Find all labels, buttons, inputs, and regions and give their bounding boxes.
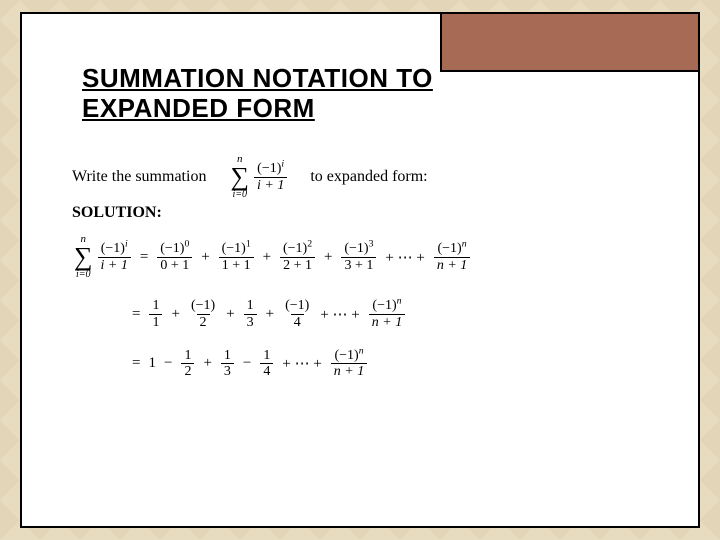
slide-title: SUMMATION NOTATION TO EXPANDED FORM — [82, 64, 433, 124]
term: 1 3 — [244, 298, 257, 330]
term: (−1)3 3 + 1 — [341, 241, 376, 273]
lhs-fraction: (−1)i i + 1 — [98, 241, 131, 273]
term: (−1)1 1 + 1 — [219, 241, 254, 273]
term: (−1)2 2 + 1 — [280, 241, 315, 273]
term: (−1) 2 — [189, 298, 217, 330]
frac-den: i + 1 — [254, 177, 287, 193]
dots: + ⋯ + — [316, 305, 363, 324]
dots: + ⋯ + — [381, 248, 428, 267]
summand-fraction: (−1)i i + 1 — [254, 161, 287, 193]
term-last: (−1)n n + 1 — [331, 348, 367, 380]
slide-content: Write the summation n ∑ i=0 (−1)i i + 1 … — [72, 154, 658, 398]
equation-line-3: = 1 − 1 2 + 1 3 − 1 4 + ⋯ + (−1)n n + 1 — [72, 348, 658, 380]
term: 1 1 — [149, 298, 162, 330]
prompt-before: Write the summation — [72, 168, 206, 186]
corner-accent-box — [440, 12, 700, 72]
slide-panel: SUMMATION NOTATION TO EXPANDED FORM Writ… — [20, 12, 700, 528]
equation-line-1: n ∑ i=0 (−1)i i + 1 = (−1)0 0 + 1 + (−1)… — [72, 234, 658, 280]
sigma-symbol: n ∑ i=0 — [74, 234, 93, 280]
sigma-lower: i=0 — [232, 190, 247, 200]
sigma-glyph: ∑ — [230, 166, 249, 188]
prompt-row: Write the summation n ∑ i=0 (−1)i i + 1 … — [72, 154, 658, 200]
title-line-2: EXPANDED FORM — [82, 93, 315, 123]
term: (−1) 4 — [283, 298, 311, 330]
dots: + ⋯ + — [278, 354, 325, 373]
equation-line-2: = 1 1 + (−1) 2 + 1 3 + (−1) 4 + ⋯ + (−1)… — [72, 298, 658, 330]
leading-one: 1 — [148, 355, 156, 372]
term-last: (−1)n n + 1 — [369, 298, 405, 330]
frac-num: (−1)i — [255, 161, 286, 176]
lhs-summation: n ∑ i=0 (−1)i i + 1 — [72, 234, 132, 280]
solution-label: SOLUTION: — [72, 204, 658, 222]
term-last: (−1)n n + 1 — [434, 241, 470, 273]
equals-sign: = — [136, 249, 152, 266]
summation-expression: n ∑ i=0 (−1)i i + 1 — [228, 154, 288, 200]
equals-sign: = — [128, 306, 144, 323]
title-line-1: SUMMATION NOTATION TO — [82, 63, 433, 93]
prompt-after: to expanded form: — [310, 168, 427, 186]
equals-sign: = — [128, 355, 144, 372]
term: (−1)0 0 + 1 — [157, 241, 192, 273]
term: 1 2 — [181, 348, 194, 380]
term: 1 3 — [221, 348, 234, 380]
sigma-symbol: n ∑ i=0 — [230, 154, 249, 200]
term: 1 4 — [260, 348, 273, 380]
